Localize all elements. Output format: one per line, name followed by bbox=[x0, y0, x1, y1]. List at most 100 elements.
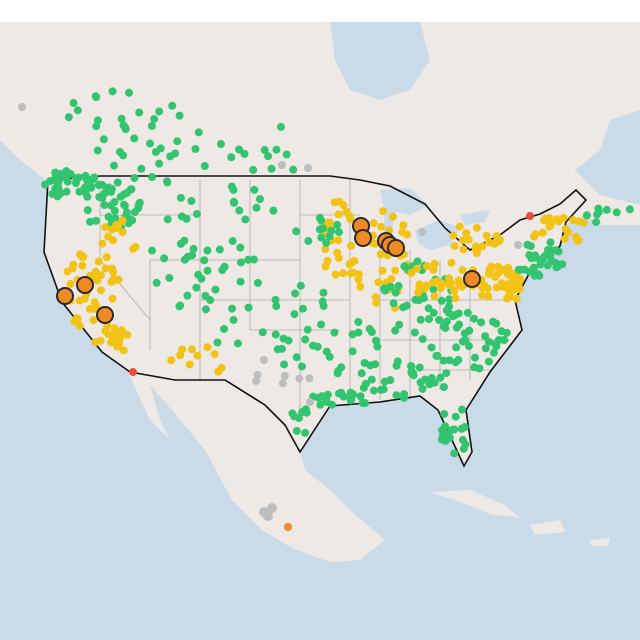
station-dot bbox=[233, 339, 242, 348]
station-dot bbox=[175, 111, 184, 120]
station-dot bbox=[180, 255, 189, 264]
station-dot bbox=[64, 113, 73, 122]
station-dot bbox=[463, 308, 472, 317]
station-dot bbox=[93, 276, 102, 285]
station-dot bbox=[539, 216, 548, 225]
station-dot bbox=[228, 237, 237, 246]
station-dot bbox=[464, 342, 473, 351]
station-dot bbox=[592, 218, 601, 227]
station-dot bbox=[260, 356, 268, 364]
station-dot bbox=[407, 362, 416, 371]
station-dot bbox=[403, 230, 412, 239]
station-dot bbox=[56, 189, 65, 198]
station-dot bbox=[358, 398, 367, 407]
station-dot bbox=[497, 327, 506, 336]
station-dot bbox=[452, 343, 461, 352]
station-dot bbox=[436, 373, 445, 382]
station-dot bbox=[165, 273, 174, 282]
station-dot bbox=[460, 329, 469, 338]
station-dot bbox=[237, 258, 246, 267]
station-dot bbox=[473, 245, 482, 254]
station-dot bbox=[388, 212, 397, 221]
station-dot bbox=[130, 174, 139, 183]
station-dot bbox=[458, 337, 467, 346]
station-dot bbox=[147, 121, 156, 130]
station-dot bbox=[594, 207, 603, 216]
station-dot bbox=[582, 211, 591, 220]
station-dot bbox=[116, 333, 125, 342]
station-dot bbox=[412, 264, 421, 273]
station-dot bbox=[538, 228, 547, 237]
station-dot bbox=[514, 265, 523, 274]
station-dot bbox=[168, 101, 177, 110]
station-dot bbox=[516, 275, 525, 284]
station-dot bbox=[197, 274, 206, 283]
station-dot bbox=[441, 324, 450, 333]
station-dot bbox=[325, 218, 334, 227]
station-dot bbox=[334, 228, 343, 237]
station-dot bbox=[109, 161, 118, 170]
station-dot bbox=[176, 239, 185, 248]
station-dot bbox=[187, 197, 196, 206]
station-dot bbox=[187, 345, 196, 354]
station-dot bbox=[119, 151, 128, 160]
station-dot bbox=[301, 428, 310, 437]
station-dot bbox=[376, 385, 385, 394]
station-dot bbox=[120, 201, 129, 210]
station-dot bbox=[75, 321, 84, 330]
station-dot bbox=[319, 288, 328, 297]
station-dot bbox=[457, 424, 466, 433]
station-dot bbox=[442, 317, 451, 326]
station-dot bbox=[102, 184, 111, 193]
station-dot bbox=[418, 335, 427, 344]
station-dot bbox=[359, 383, 368, 392]
station-dot bbox=[93, 116, 102, 125]
station-dot bbox=[470, 353, 479, 362]
station-dot bbox=[445, 356, 454, 365]
station-dot bbox=[387, 239, 405, 257]
station-dot bbox=[160, 254, 169, 263]
station-dot bbox=[201, 305, 210, 314]
station-dot bbox=[148, 172, 157, 181]
station-dot bbox=[124, 88, 133, 97]
station-dot bbox=[454, 355, 463, 364]
station-dot bbox=[98, 239, 107, 248]
station-dot bbox=[394, 282, 403, 291]
station-dot bbox=[75, 296, 84, 305]
station-dot bbox=[477, 318, 486, 327]
station-dot bbox=[463, 270, 481, 288]
station-dot bbox=[155, 159, 164, 168]
station-dot bbox=[280, 372, 289, 381]
station-dot bbox=[203, 343, 212, 352]
station-dot bbox=[458, 266, 467, 275]
station-dot bbox=[430, 259, 439, 268]
station-dot bbox=[123, 188, 132, 197]
station-dot bbox=[418, 228, 426, 236]
station-dot bbox=[41, 180, 50, 189]
station-dot bbox=[494, 336, 503, 345]
station-dot bbox=[176, 193, 185, 202]
station-dot bbox=[445, 295, 454, 304]
station-dot bbox=[200, 162, 209, 171]
station-dot bbox=[290, 310, 299, 319]
station-dot bbox=[155, 107, 164, 116]
station-dot bbox=[442, 369, 451, 378]
station-dot bbox=[454, 309, 463, 318]
station-dot bbox=[459, 245, 468, 254]
station-dot bbox=[263, 511, 273, 521]
station-dot bbox=[306, 398, 314, 406]
station-dot bbox=[317, 320, 326, 329]
station-dot bbox=[146, 139, 155, 148]
station-dot bbox=[410, 328, 419, 337]
station-dot bbox=[292, 353, 301, 362]
station-dot bbox=[369, 386, 378, 395]
station-dot bbox=[503, 294, 512, 303]
station-dot bbox=[109, 236, 118, 245]
station-dot bbox=[438, 279, 447, 288]
station-dot bbox=[429, 278, 438, 287]
station-dot bbox=[331, 270, 340, 279]
station-dot bbox=[439, 383, 448, 392]
station-dot bbox=[108, 87, 117, 96]
station-dot bbox=[228, 304, 237, 313]
station-dot bbox=[427, 343, 436, 352]
